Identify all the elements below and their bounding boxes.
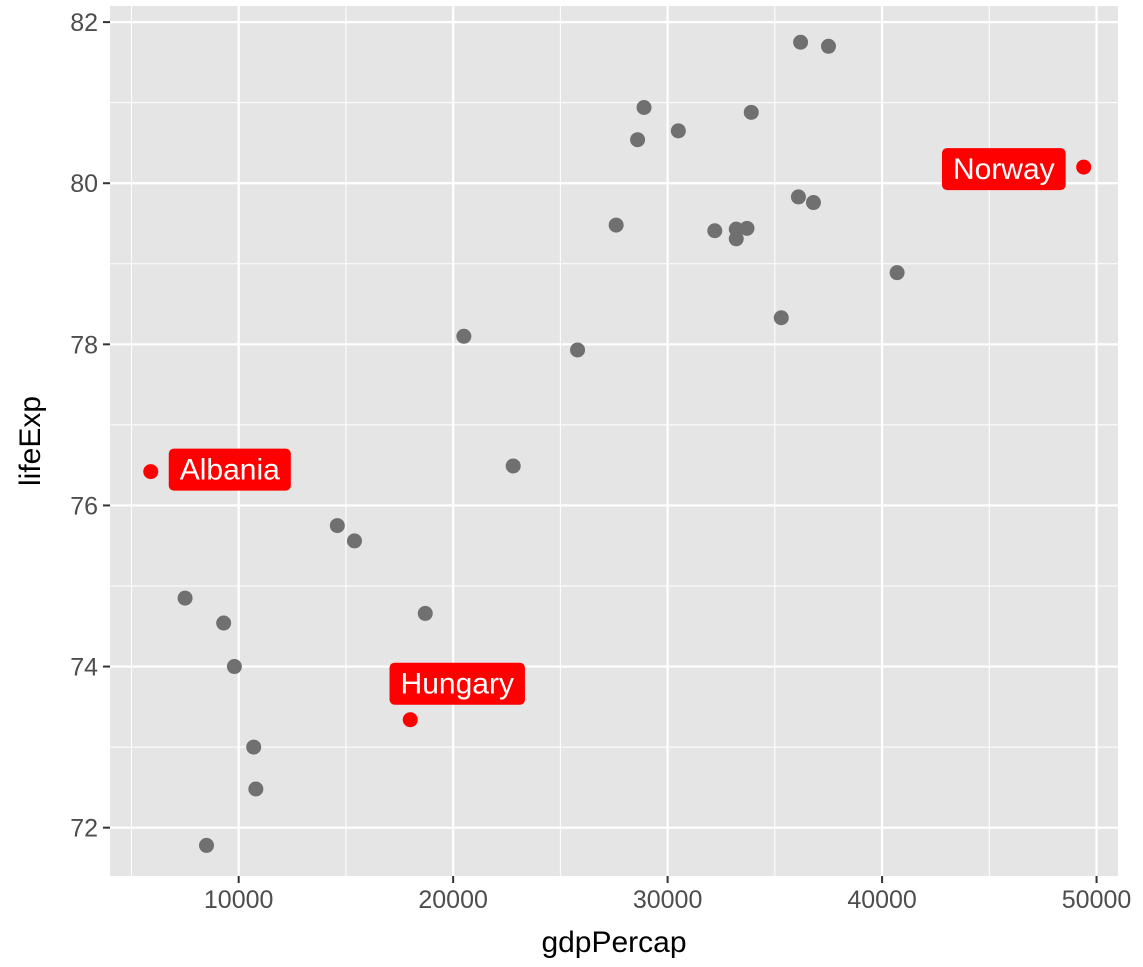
- data-point: [216, 615, 232, 631]
- x-axis-title: gdpPercap: [541, 926, 686, 959]
- y-tick-label: 82: [70, 9, 98, 37]
- data-point: [670, 123, 686, 139]
- minor-gridlines: [110, 6, 1118, 876]
- callout-label: Albania: [168, 448, 291, 491]
- x-tick-label: 10000: [204, 886, 274, 914]
- data-point: [505, 458, 521, 474]
- callout-box: [941, 148, 1066, 191]
- y-tick-label: 74: [70, 654, 98, 682]
- major-gridlines: [110, 6, 1118, 876]
- data-point: [773, 310, 789, 326]
- x-axis-ticks: 10000 20000 30000 40000 50000: [204, 876, 1131, 914]
- x-tick-label: 30000: [633, 886, 703, 914]
- data-point: [248, 781, 264, 797]
- data-point: [226, 659, 242, 675]
- data-point: [608, 217, 624, 233]
- callout-label: Hungary: [389, 662, 525, 705]
- data-point: [630, 132, 646, 148]
- data-point: [790, 189, 806, 205]
- callout-box: [389, 662, 525, 705]
- data-point: [329, 518, 345, 534]
- data-point: [246, 739, 262, 755]
- highlighted-point: [402, 712, 418, 728]
- highlight-callouts: Norway Albania Hungary: [143, 148, 1092, 728]
- callout-box: [168, 448, 291, 491]
- highlighted-point: [1076, 159, 1092, 175]
- callout-label: Norway: [941, 148, 1066, 191]
- data-point: [793, 34, 809, 50]
- x-tick-label: 20000: [418, 886, 488, 914]
- data-point: [417, 605, 433, 621]
- data-point: [346, 533, 362, 549]
- data-point: [177, 590, 193, 606]
- plot-panel: [110, 6, 1118, 876]
- callout-text: Albania: [180, 454, 280, 487]
- data-point: [739, 220, 755, 236]
- data-point: [728, 231, 744, 247]
- data-point: [570, 342, 586, 358]
- data-point: [820, 38, 836, 54]
- data-point: [707, 223, 723, 239]
- x-tick-label: 50000: [1062, 886, 1132, 914]
- callout-text: Hungary: [401, 668, 514, 701]
- y-axis-ticks: 72 74 76 78 80 82: [70, 9, 110, 843]
- data-point: [743, 104, 759, 120]
- data-point: [889, 265, 905, 281]
- data-point: [199, 837, 215, 853]
- highlighted-point: [143, 464, 159, 480]
- y-tick-label: 72: [70, 815, 98, 843]
- y-tick-label: 76: [70, 492, 98, 520]
- y-axis-title: lifeExp: [14, 396, 47, 486]
- data-point: [636, 100, 652, 115]
- data-points: [177, 34, 905, 853]
- callout-text: Norway: [953, 153, 1055, 186]
- data-point: [805, 195, 821, 211]
- x-tick-label: 40000: [847, 886, 917, 914]
- y-tick-label: 78: [70, 331, 98, 359]
- y-tick-label: 80: [70, 170, 98, 198]
- data-point: [456, 328, 472, 344]
